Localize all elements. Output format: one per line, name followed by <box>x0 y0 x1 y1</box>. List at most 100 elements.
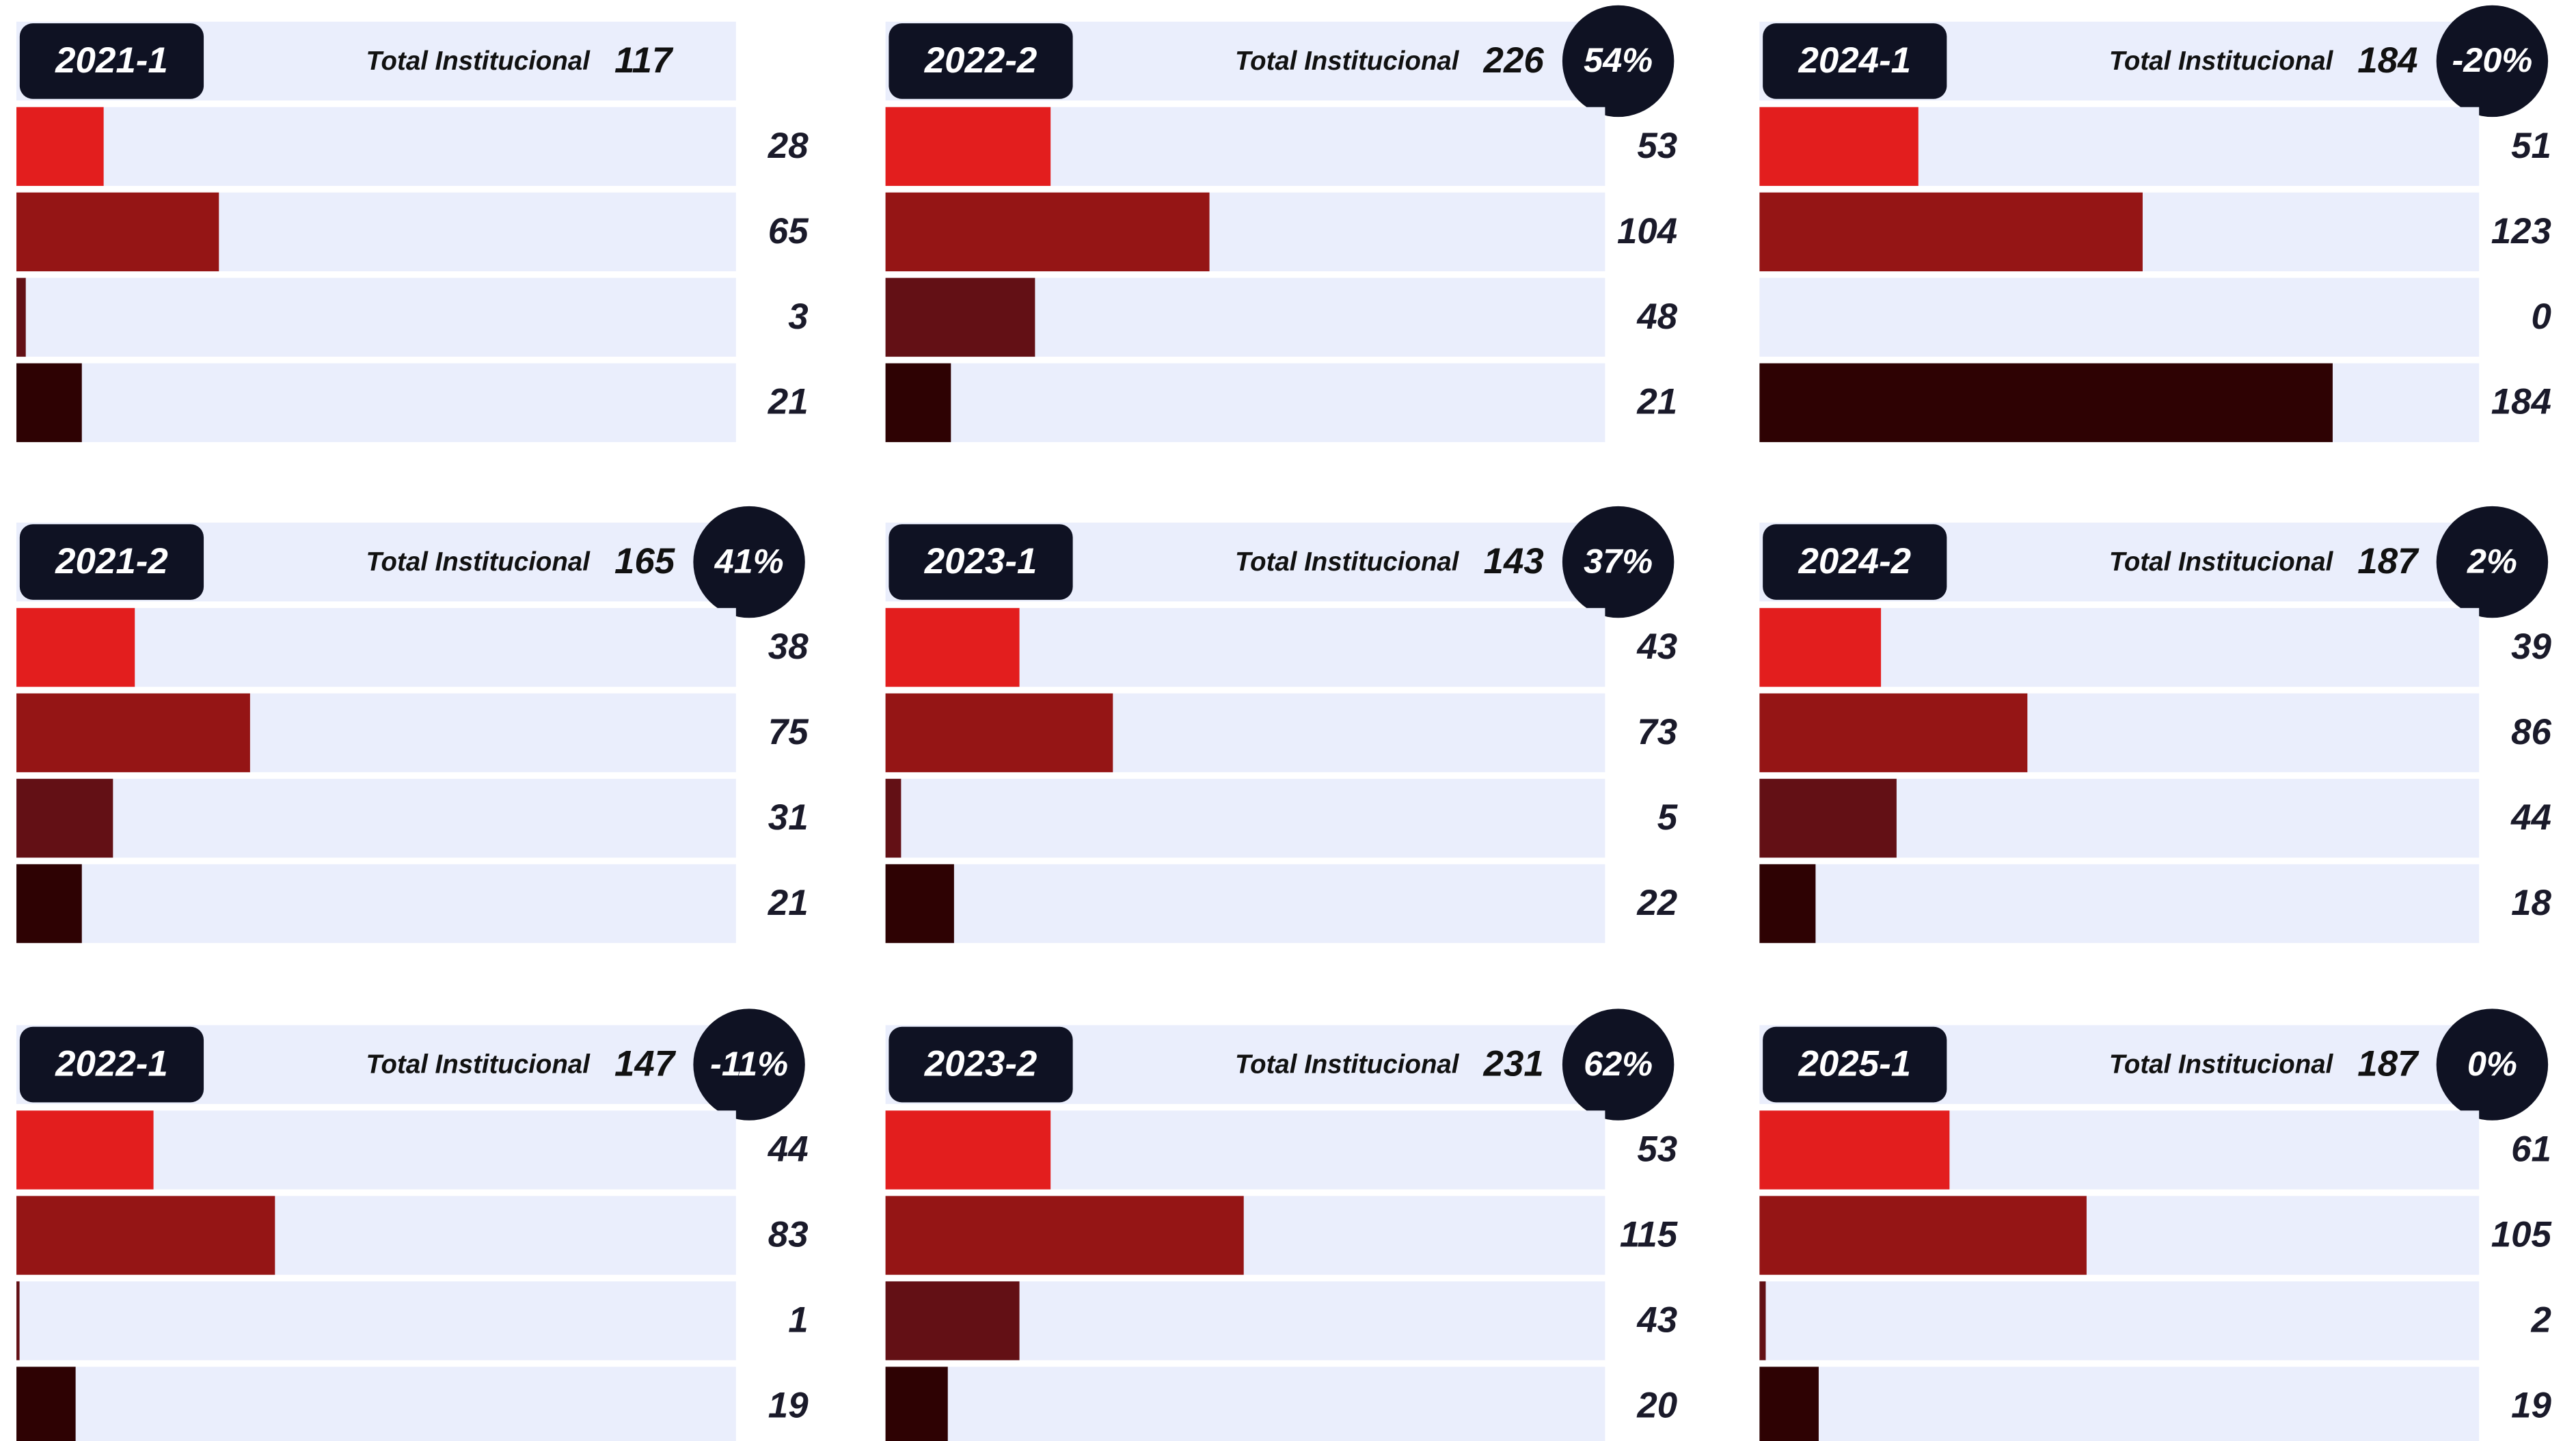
total-label: Total Institucional <box>366 1050 591 1080</box>
total-label: Total Institucional <box>1235 547 1460 577</box>
period-pill <box>19 524 204 600</box>
period-pill <box>19 23 204 99</box>
bar <box>1759 607 1882 687</box>
bar <box>1759 107 1919 187</box>
bar-track <box>16 864 736 944</box>
total-value: 226 <box>1483 40 1545 81</box>
total-value: 231 <box>1483 1043 1544 1084</box>
bar-value-label: 44 <box>768 1129 809 1169</box>
bar-value-label: 83 <box>768 1214 809 1254</box>
period-label: 2023-2 <box>924 1043 1038 1084</box>
total-label: Total Institucional <box>2109 46 2334 76</box>
bar-track <box>16 277 736 357</box>
bar <box>1759 864 1816 944</box>
panel: 2024-2 Total Institucional 187 2% 39 86 44 18 <box>1759 506 2552 944</box>
bar <box>885 864 954 944</box>
bar <box>885 1110 1051 1190</box>
total-label: Total Institucional <box>366 547 591 577</box>
bar-value-label: 105 <box>2491 1214 2553 1254</box>
period-label: 2023-1 <box>924 541 1038 581</box>
bar-track <box>1759 1367 2480 1441</box>
change-badge <box>2436 5 2549 118</box>
period-label: 2022-2 <box>924 40 1038 81</box>
panel: 2022-1 Total Institucional 147 -11% 44 83 1 19 <box>16 1008 809 1441</box>
bar-value-label: 184 <box>2491 382 2551 422</box>
bar-value-label: 123 <box>2491 211 2551 251</box>
panel: 2023-1 Total Institucional 143 37% 43 73 5 22 <box>885 506 1679 944</box>
period-pill <box>1763 524 1947 600</box>
bar <box>16 778 113 858</box>
period-pill <box>889 23 1073 99</box>
bar-value-label: 31 <box>768 797 809 838</box>
period-label: 2021-1 <box>55 40 168 81</box>
total-value: 165 <box>614 541 676 581</box>
bar-track <box>1759 864 2480 944</box>
change-label: -20% <box>2452 40 2532 79</box>
panel: 2022-2 Total Institucional 226 54% 53 104 48 21 <box>885 5 1678 443</box>
bar-value-label: 43 <box>1636 1300 1677 1340</box>
bar-value-label: 28 <box>768 126 809 166</box>
bar-track <box>1759 1281 2480 1360</box>
bar <box>885 693 1113 773</box>
change-badge <box>693 506 805 618</box>
bar-value-label: 2 <box>2531 1300 2551 1340</box>
bar <box>885 192 1210 272</box>
total-label: Total Institucional <box>2109 547 2334 577</box>
bar-value-label: 44 <box>2510 797 2551 838</box>
bar <box>1759 1196 2087 1275</box>
bar-value-label: 0 <box>2532 297 2551 337</box>
bar <box>1759 778 1897 858</box>
panel: 2023-2 Total Institucional 231 62% 53 115 43 20 <box>885 1008 1679 1441</box>
bar-value-label: 61 <box>2511 1129 2551 1169</box>
bar <box>885 607 1020 687</box>
total-value: 117 <box>614 40 674 81</box>
bar-track <box>16 1367 736 1441</box>
change-label: 2% <box>2467 541 2517 580</box>
bar <box>16 107 104 187</box>
total-label: Total Institucional <box>366 46 591 76</box>
change-badge <box>693 1008 805 1121</box>
total-value: 187 <box>2357 1043 2419 1084</box>
bar-value-label: 115 <box>1620 1214 1679 1254</box>
bar-track <box>885 363 1605 443</box>
total-label: Total Institucional <box>1235 46 1460 76</box>
change-label: 37% <box>1584 541 1653 580</box>
bar-track <box>16 107 736 187</box>
bar-value-label: 18 <box>2511 883 2551 923</box>
bar-value-label: 53 <box>1637 126 1677 166</box>
bar <box>1759 693 2028 773</box>
bar-value-label: 43 <box>1636 627 1677 667</box>
bar-value-label: 104 <box>1617 211 1677 251</box>
bar <box>16 693 250 773</box>
bar-value-label: 38 <box>768 627 809 667</box>
bar-track <box>16 778 736 858</box>
bar-value-label: 21 <box>1636 382 1677 422</box>
period-label: 2021-2 <box>55 541 168 581</box>
bar-value-label: 53 <box>1637 1129 1677 1169</box>
bar <box>885 1281 1020 1360</box>
bar <box>16 1196 275 1275</box>
bar <box>16 1367 76 1441</box>
bar <box>885 778 901 858</box>
bar-value-label: 75 <box>768 712 809 752</box>
bar <box>885 1367 948 1441</box>
bar-track <box>885 778 1605 858</box>
bar-value-label: 3 <box>788 297 808 337</box>
bar-value-label: 21 <box>768 883 809 923</box>
change-label: -11% <box>710 1044 788 1083</box>
total-value: 143 <box>1484 541 1544 581</box>
total-label: Total Institucional <box>2109 1050 2334 1080</box>
panel: 2021-1 Total Institucional 117 28 65 3 21 <box>16 21 809 443</box>
panel: 2024-1 Total Institucional 184 -20% 51 123 0 18… <box>1759 5 2551 443</box>
bar <box>1759 192 2143 272</box>
bar <box>1759 1281 1766 1360</box>
period-label: 2024-1 <box>1798 40 1911 81</box>
period-label: 2025-1 <box>1798 1043 1911 1084</box>
bar <box>885 1196 1244 1275</box>
bar-value-label: 1 <box>788 1300 808 1340</box>
bar-value-label: 19 <box>2511 1385 2551 1425</box>
bar <box>885 277 1035 357</box>
bar-value-label: 5 <box>1657 797 1679 838</box>
change-badge <box>1562 1008 1675 1121</box>
bar-value-label: 65 <box>768 211 809 251</box>
